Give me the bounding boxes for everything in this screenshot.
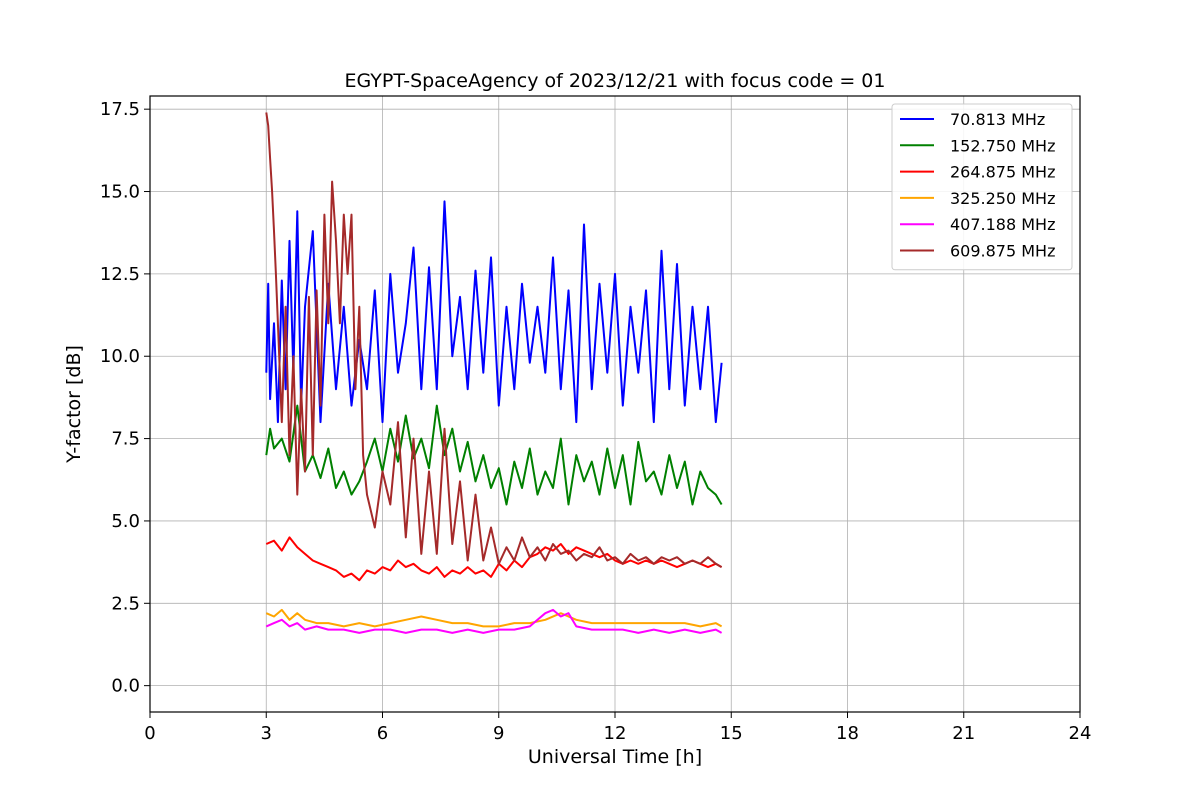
x-tick-label: 21 — [952, 723, 975, 744]
legend-label: 264.875 MHz — [950, 163, 1055, 182]
legend-box — [891, 103, 1073, 271]
y-tick-label: 15.0 — [100, 182, 140, 203]
series-line-4 — [265, 608, 723, 634]
series-lines — [265, 112, 723, 634]
x-tick-label: 15 — [720, 723, 743, 744]
y-tick-label: 2.5 — [111, 593, 140, 614]
x-axis-ticks: 0 3 6 9 12 15 18 21 24 — [144, 712, 1091, 744]
y-tick-label: 10.0 — [100, 346, 140, 367]
x-tick-label: 3 — [261, 723, 272, 744]
y-tick-label: 12.5 — [100, 264, 140, 285]
legend-label: 609.875 MHz — [950, 242, 1055, 261]
y-tick-label: 7.5 — [111, 429, 140, 450]
legend-label: 70.813 MHz — [950, 110, 1045, 129]
y-tick-label: 0.0 — [111, 676, 140, 697]
legend-label: 325.250 MHz — [950, 189, 1055, 208]
x-tick-label: 24 — [1069, 723, 1092, 744]
legend-label: 407.188 MHz — [950, 215, 1055, 234]
y-axis-label: Y-factor [dB] — [63, 345, 85, 464]
x-tick-label: 9 — [493, 723, 504, 744]
x-tick-label: 18 — [836, 723, 859, 744]
y-tick-label: 5.0 — [111, 511, 140, 532]
x-tick-label: 6 — [377, 723, 388, 744]
grid — [149, 96, 1081, 712]
series-line-5 — [265, 112, 723, 568]
x-tick-label: 12 — [604, 723, 627, 744]
y-tick-label: 17.5 — [100, 99, 140, 120]
series-line-2 — [265, 536, 723, 582]
x-axis-label: Universal Time [h] — [528, 746, 702, 768]
series-line-1 — [265, 404, 723, 506]
legend: 70.813 MHz 152.750 MHz 264.875 MHz 325.250 … — [891, 103, 1073, 271]
chart-title: EGYPT-SpaceAgency of 2023/12/21 with foc… — [345, 70, 886, 92]
x-tick-label: 0 — [144, 723, 155, 744]
series-line-3 — [265, 608, 723, 628]
series-line-0 — [265, 200, 723, 424]
y-axis-ticks: 0.0 2.5 5.0 7.5 10.0 12.5 15.0 17.5 — [100, 99, 150, 697]
legend-label: 152.750 MHz — [950, 136, 1055, 155]
